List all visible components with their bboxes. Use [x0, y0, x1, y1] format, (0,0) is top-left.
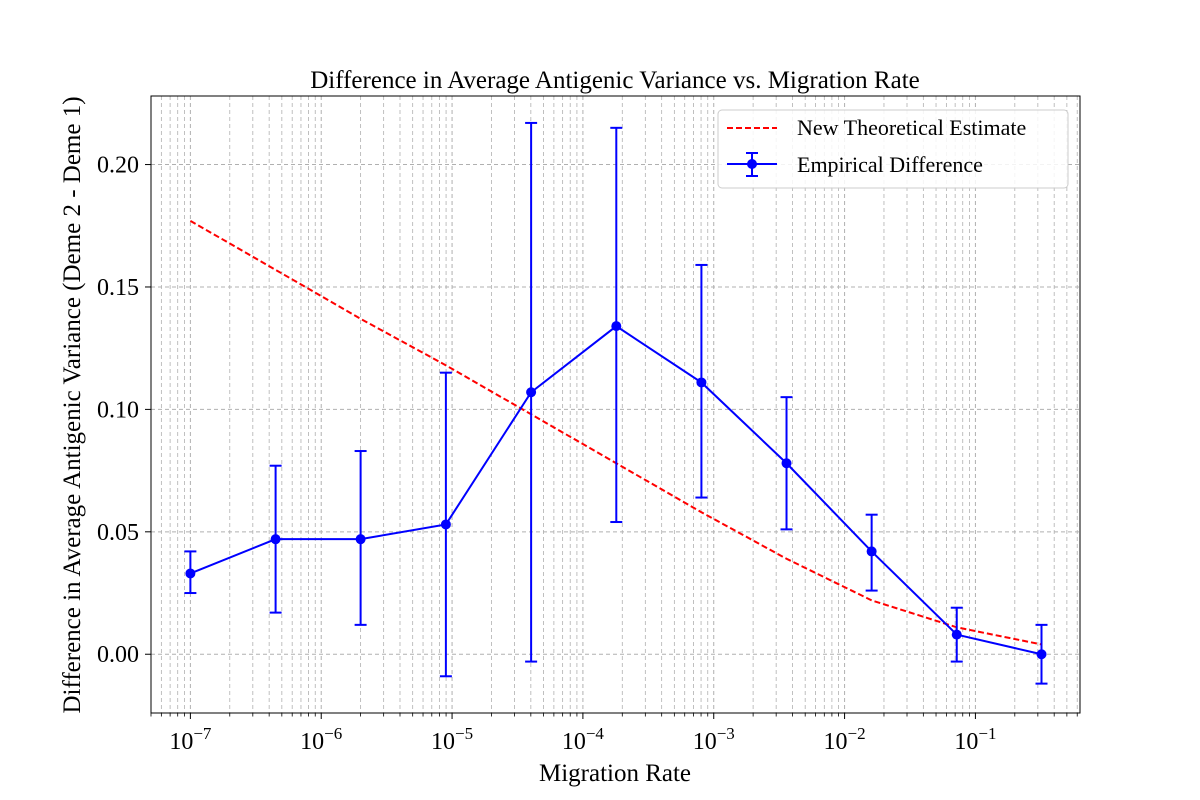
x-axis-label: Migration Rate	[539, 760, 691, 787]
empirical-point	[611, 321, 622, 332]
y-axis-label: Difference in Average Antigenic Variance…	[59, 96, 86, 713]
empirical-point	[781, 458, 792, 469]
y-tick-label: 0.00	[97, 642, 139, 668]
empirical-point	[185, 568, 196, 579]
y-tick-label: 0.05	[97, 520, 139, 546]
y-tick-label: 0.20	[97, 153, 139, 179]
x-tick-label: 10−1	[954, 724, 996, 755]
empirical-point	[440, 519, 451, 530]
legend-box	[717, 109, 1069, 189]
x-tick-label: 10−3	[693, 724, 735, 755]
empirical-point	[951, 629, 962, 640]
x-tick-label: 10−5	[431, 724, 473, 755]
x-tick-label: 10−6	[300, 724, 342, 755]
grid-lines	[150, 96, 1080, 713]
legend-theory-label: New Theoretical Estimate	[797, 115, 1026, 140]
empirical-point	[696, 377, 707, 388]
empirical-point	[526, 387, 537, 398]
empirical-point	[1036, 649, 1047, 660]
chart-title: Difference in Average Antigenic Variance…	[310, 67, 920, 94]
legend-empirical-marker	[747, 159, 757, 169]
empirical-point	[355, 534, 366, 545]
x-tick-label: 10−4	[562, 724, 605, 755]
legend-empirical-label: Empirical Difference	[797, 152, 983, 177]
axis-ticks: 10−7 10−6 10−5 10−4 10−3 10−2 10−1 0.00 0.05 0.10…	[97, 153, 1078, 755]
x-tick-label: 10−2	[824, 724, 866, 755]
x-tick-label: 10−7	[169, 724, 212, 755]
plot-frame	[150, 95, 1081, 714]
y-tick-label: 0.15	[97, 275, 139, 301]
empirical-series	[184, 121, 1048, 685]
y-tick-label: 0.10	[97, 397, 139, 423]
empirical-point	[270, 534, 281, 545]
legend: New Theoretical Estimate Empirical Diffe…	[717, 109, 1069, 189]
empirical-point	[866, 546, 877, 557]
